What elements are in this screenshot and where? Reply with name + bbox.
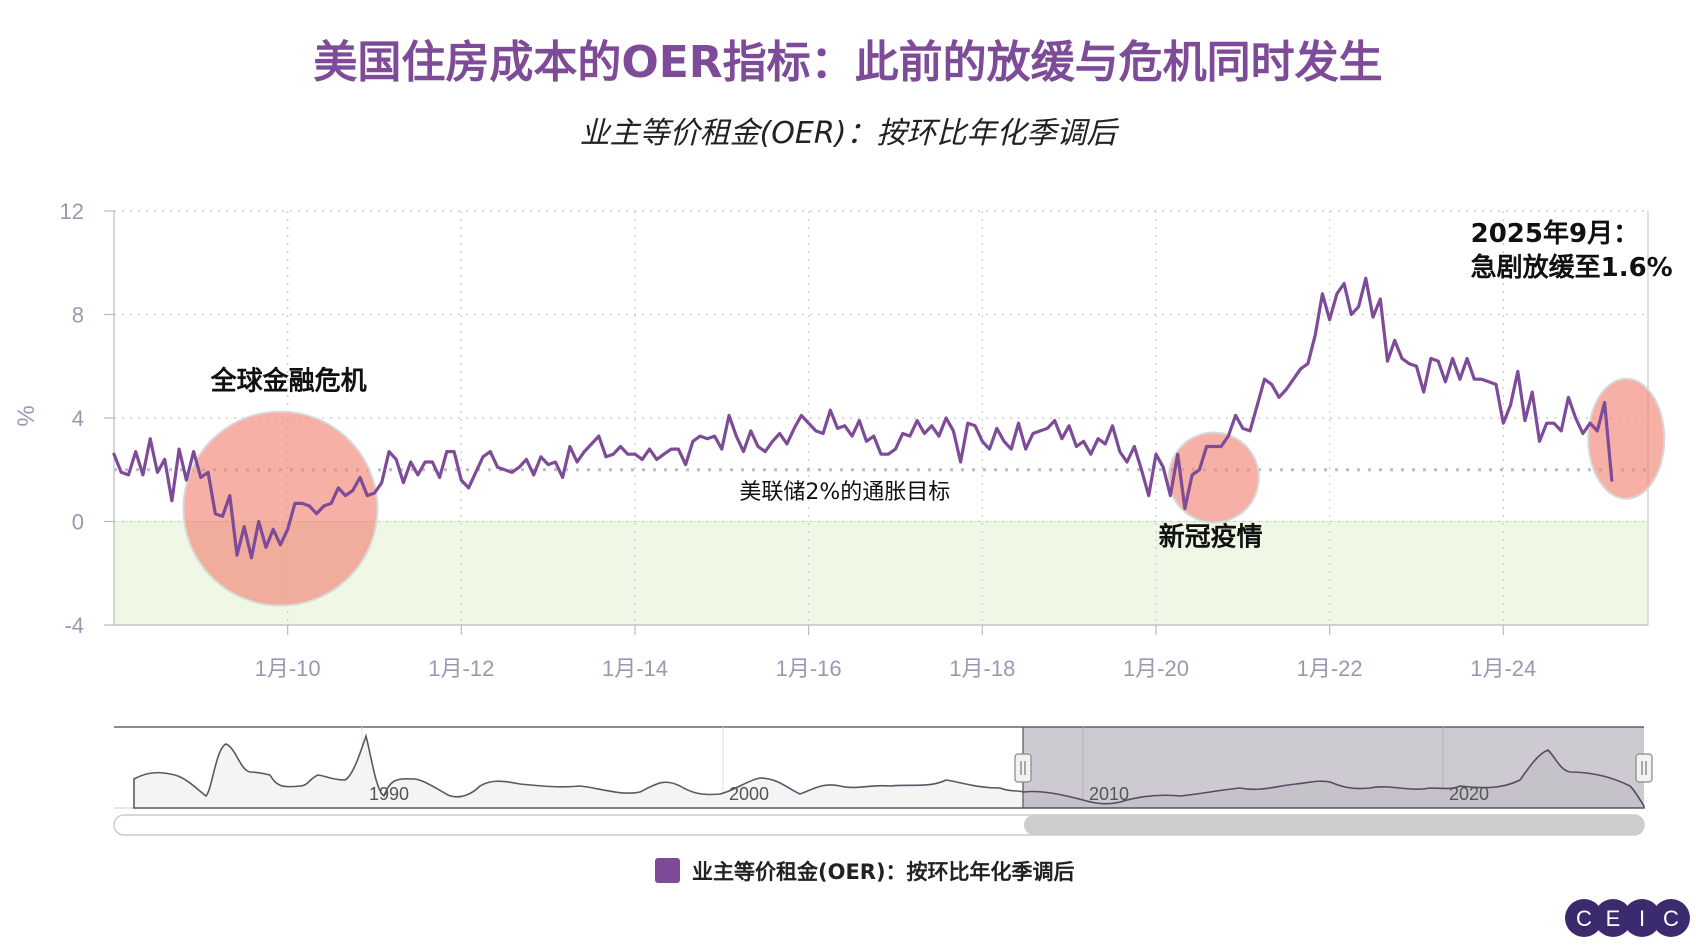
y-tick-label: -4 xyxy=(64,613,84,638)
crisis-highlight-circle xyxy=(1167,431,1260,524)
annotation-sep-2025-line-2: 急剧放缓至1.6% xyxy=(1471,252,1673,283)
logo-circle-2 xyxy=(1594,899,1632,937)
crisis-highlight-circle xyxy=(1587,377,1666,500)
range-navigator[interactable]: 1990 2000 2010 2020 xyxy=(114,726,1653,809)
chart-title: 美国住房成本的OER指标：此前的放缓与危机同时发生 xyxy=(313,37,1382,88)
crisis-highlight-circle xyxy=(182,410,379,607)
logo-circle-1 xyxy=(1565,899,1603,937)
navigator-series-area xyxy=(133,733,1645,809)
legend-swatch xyxy=(655,858,680,883)
logo-letter-2: E xyxy=(1606,906,1621,931)
x-tick-label: 1月-24 xyxy=(1470,656,1536,681)
navigator-label-2020: 2020 xyxy=(1449,784,1489,804)
annotation-gfc: 全球金融危机 xyxy=(210,366,367,397)
navigator-right-handle[interactable] xyxy=(1635,753,1653,783)
navigator-label-2000: 2000 xyxy=(729,784,769,804)
chart-subtitle: 业主等价租金(OER)：按环比年化季调后 xyxy=(580,116,1120,151)
navigator-label-2010: 2010 xyxy=(1089,784,1129,804)
legend[interactable]: 业主等价租金(OER)：按环比年化季调后 xyxy=(655,858,1075,884)
navigator-selected-range[interactable] xyxy=(1023,727,1644,808)
x-tick-label: 1月-10 xyxy=(255,656,321,681)
series-layer xyxy=(112,276,1614,560)
logo-letter-4: C xyxy=(1663,906,1679,931)
logo-letter-1: C xyxy=(1576,906,1592,931)
annotation-covid: 新冠疫情 xyxy=(1159,522,1263,553)
x-tick-label: 1月-14 xyxy=(602,656,668,681)
highlight-layer xyxy=(182,377,1666,607)
legend-label: 业主等价租金(OER)：按环比年化季调后 xyxy=(692,860,1075,884)
y-axis-label: % xyxy=(13,405,40,426)
annotation-sep-2025-line-1: 2025年9月： xyxy=(1471,218,1639,249)
x-tick-label: 1月-16 xyxy=(776,656,842,681)
series-line-oer xyxy=(112,276,1614,560)
logo-circle-3 xyxy=(1623,899,1661,937)
y-tick-label: 4 xyxy=(72,406,84,431)
target-line-label: 美联储2%的通胀目标 xyxy=(739,480,950,505)
y-tick-label: 0 xyxy=(72,510,84,535)
navigator-label-1990: 1990 xyxy=(369,784,409,804)
x-tick-label: 1月-18 xyxy=(949,656,1015,681)
logo-letter-3: I xyxy=(1639,906,1645,931)
x-tick-label: 1月-12 xyxy=(428,656,494,681)
x-tick-label: 1月-20 xyxy=(1123,656,1189,681)
x-tick-label: 1月-22 xyxy=(1297,656,1363,681)
y-tick-label: 12 xyxy=(60,199,84,224)
scrollbar-thumb[interactable] xyxy=(1024,815,1644,835)
navigator-left-handle[interactable] xyxy=(1014,753,1032,783)
axes: 12 8 4 0 -4 1月-10 1月-12 1月-14 1月-16 1月-18 1月-20 1月-… xyxy=(60,199,1649,681)
y-tick-label: 8 xyxy=(72,303,84,328)
ceic-logo: C E I C xyxy=(1565,899,1690,937)
logo-circle-4 xyxy=(1652,899,1690,937)
